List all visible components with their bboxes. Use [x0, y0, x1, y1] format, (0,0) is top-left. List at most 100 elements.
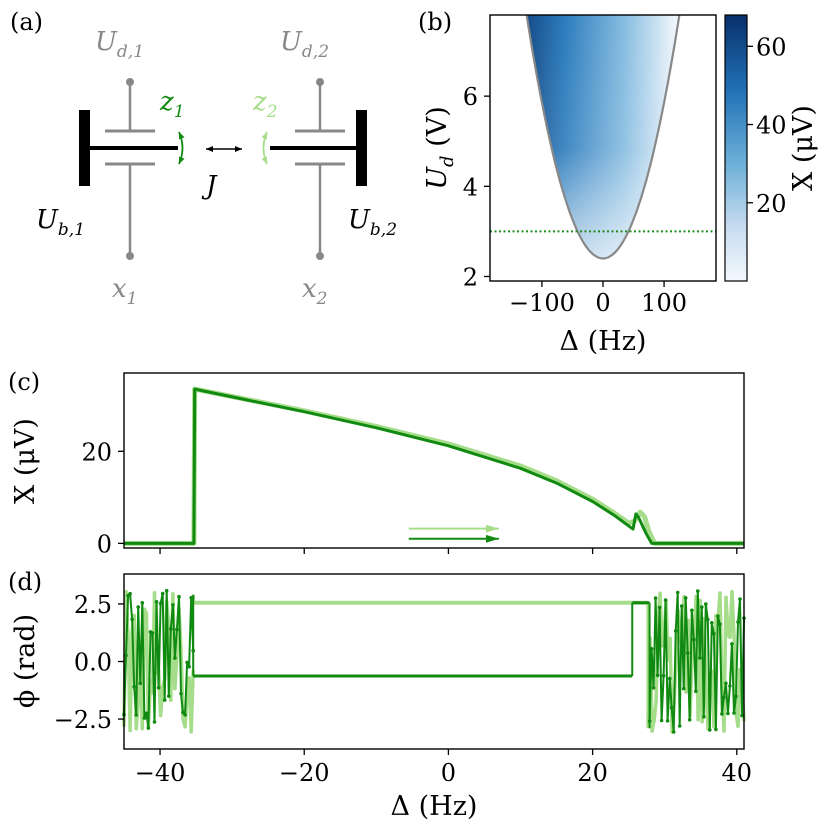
bifurcation-boundary [525, 14, 681, 260]
panel-d-y-label: ϕ (rad) [10, 614, 41, 708]
data-point [700, 605, 704, 609]
label-z1: z1 [159, 87, 185, 122]
data-point [173, 656, 177, 660]
data-point [696, 717, 700, 722]
data-point [187, 676, 191, 680]
data-point [169, 698, 173, 702]
data-point [653, 596, 658, 600]
data-point [677, 724, 682, 728]
data-point [189, 729, 193, 734]
data-point [164, 588, 169, 593]
resonator-2 [261, 78, 367, 260]
y-tick-label: 2 [463, 263, 478, 291]
data-point [706, 617, 710, 622]
x-tick-label: −20 [279, 759, 330, 787]
panel-d-x-label: Δ (Hz) [391, 791, 478, 822]
data-point [187, 664, 191, 669]
panel-b-y-ticks: 2 4 6 [463, 83, 490, 291]
data-point [663, 598, 668, 602]
colorbar-tick-label: 40 [756, 112, 787, 140]
data-point [132, 685, 136, 689]
panel-b-x-label: Δ (Hz) [560, 326, 647, 357]
data-point [724, 595, 728, 600]
data-point [684, 690, 688, 694]
data-point [671, 730, 676, 734]
x-tick-label: 20 [577, 759, 608, 787]
data-point [171, 603, 175, 607]
data-point [124, 653, 128, 658]
label-x2: x2 [302, 274, 328, 309]
data-point [702, 715, 706, 719]
data-point [712, 632, 716, 636]
z2-double-arrow-icon [261, 131, 268, 165]
data-point [175, 627, 179, 632]
x-tick-label: 100 [641, 289, 687, 317]
panel-c-y-ticks: 0 20 [81, 438, 124, 558]
x-tick-label: 40 [722, 759, 753, 787]
data-point [189, 596, 193, 600]
label-x1: x1 [112, 274, 138, 309]
data-point [658, 591, 662, 596]
data-point [154, 600, 159, 604]
data-point [665, 719, 670, 723]
panel-label-a: (a) [10, 8, 43, 36]
data-point [167, 694, 171, 698]
data-point [652, 719, 656, 723]
data-point [708, 728, 712, 732]
data-point [138, 681, 143, 686]
data-point [690, 608, 694, 613]
data-point [144, 711, 149, 716]
y-tick-label: 0.0 [74, 649, 112, 677]
data-point [730, 590, 734, 594]
panel-label-c: (c) [8, 368, 40, 396]
data-point [710, 621, 714, 625]
data-point [738, 597, 742, 601]
series-line-light-green [124, 386, 744, 546]
clamp-ub1 [79, 110, 90, 186]
data-point [156, 685, 161, 690]
panel-b-y-label: Ud (V) [422, 106, 458, 189]
data-point [722, 695, 726, 700]
data-point [669, 705, 674, 710]
data-point [142, 607, 147, 612]
data-point [726, 711, 730, 716]
colorbar-tick-label: 60 [756, 33, 787, 61]
data-point [704, 602, 708, 606]
panel-label-b: (b) [418, 8, 452, 36]
y-tick-label: 0 [97, 530, 112, 558]
data-point [158, 713, 163, 718]
data-point [124, 590, 128, 594]
data-point [650, 729, 654, 733]
label-ub1: Ub,1 [36, 205, 85, 240]
data-point [681, 686, 686, 691]
panel-d-y-ticks: −2.5 0.0 2.5 [54, 591, 124, 734]
data-point [152, 720, 157, 724]
label-ub2: Ub,2 [348, 205, 397, 240]
data-point [698, 656, 702, 660]
label-z2: z2 [252, 87, 278, 122]
data-point [150, 631, 155, 635]
resonator-1 [79, 78, 185, 260]
data-point [732, 711, 736, 715]
data-point [655, 673, 660, 678]
panel-b-x-ticks: −100 0 100 [509, 281, 687, 317]
y-tick-label: 6 [463, 83, 478, 111]
data-point [696, 589, 700, 593]
data-point [720, 712, 724, 716]
data-point [683, 596, 688, 600]
panel-d-series [122, 588, 746, 734]
data-point [179, 691, 183, 696]
data-point [667, 676, 672, 681]
x-tick-label: −100 [509, 289, 575, 317]
data-point [728, 635, 732, 640]
panel-d-x-ticks: −40 −20 0 20 40 [135, 749, 752, 787]
data-point [700, 719, 704, 724]
noise-trace [648, 590, 745, 733]
data-point [714, 727, 718, 732]
data-point [661, 673, 666, 678]
data-point [728, 684, 732, 688]
data-point [657, 605, 662, 610]
data-point [142, 716, 147, 720]
x-tick-label: 0 [595, 289, 610, 317]
electrode-dot-x1 [126, 252, 134, 260]
